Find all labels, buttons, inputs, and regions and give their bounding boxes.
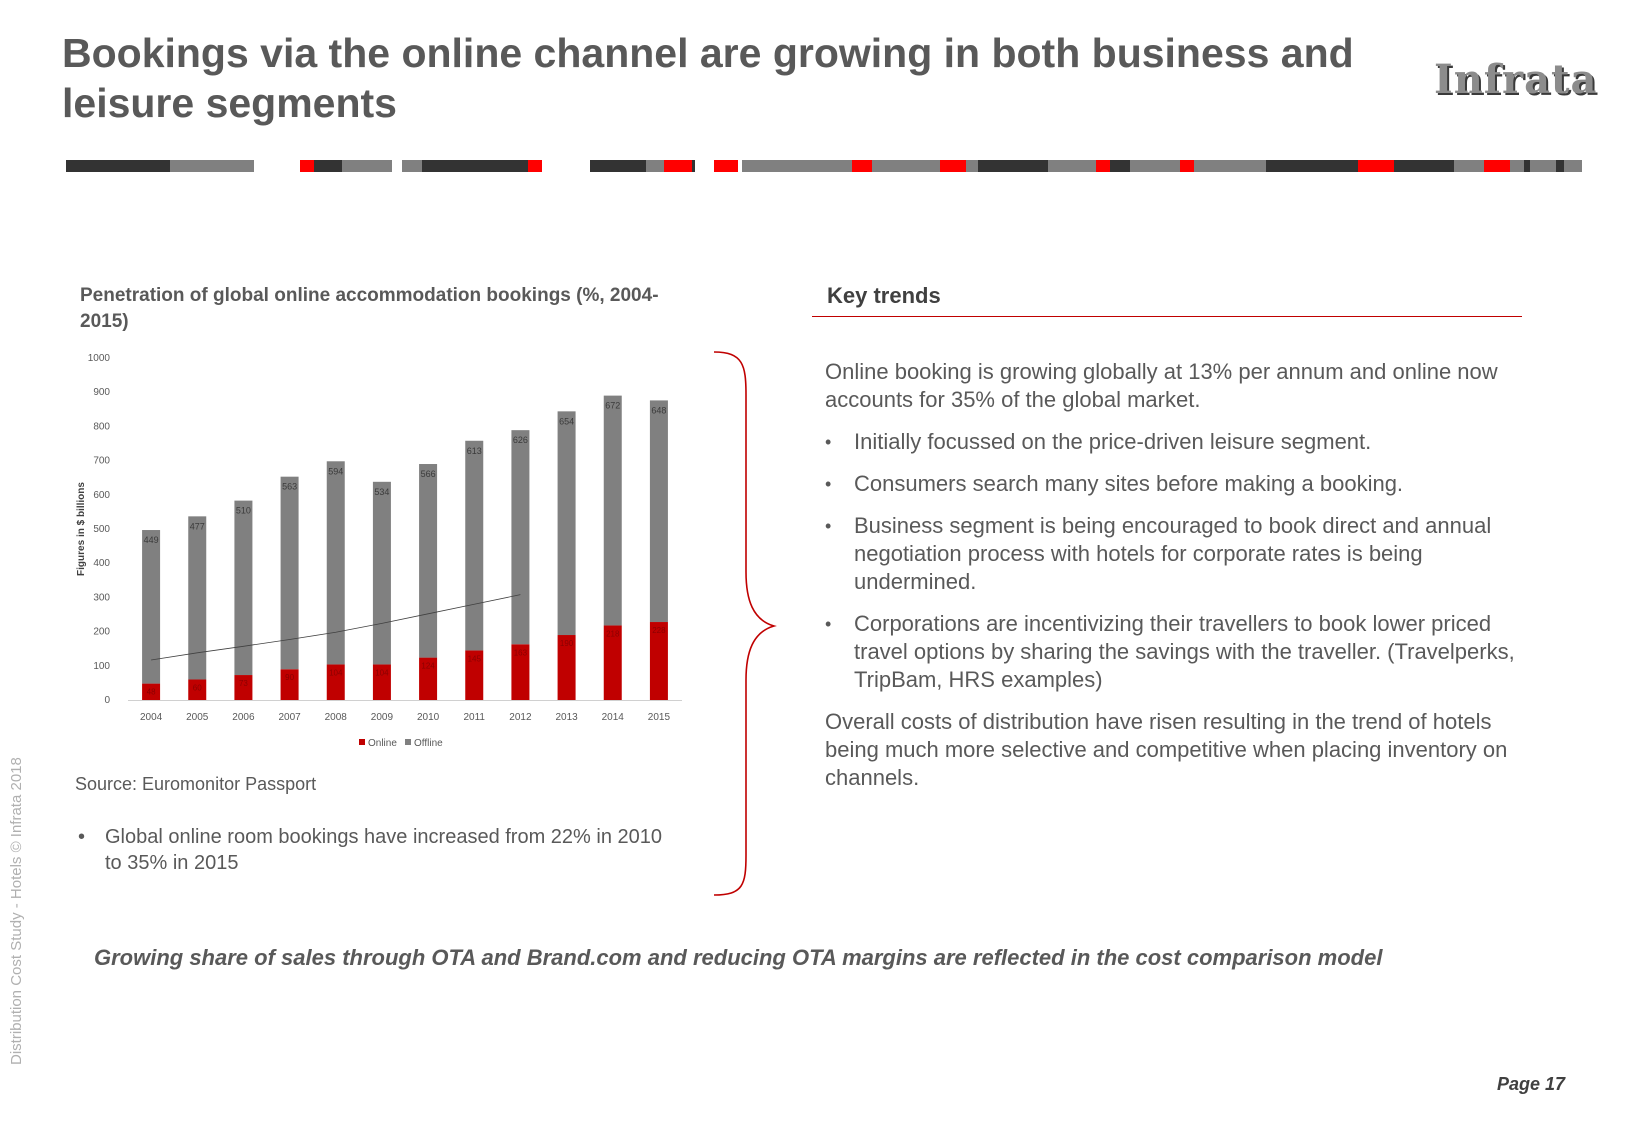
bar-online	[557, 635, 576, 700]
data-label-online: 104	[329, 668, 343, 677]
bar-offline	[649, 400, 668, 623]
y-tick-label: 800	[93, 421, 110, 432]
bar-offline	[419, 464, 438, 658]
y-tick-label: 400	[93, 558, 110, 569]
y-tick-label: 300	[93, 592, 110, 603]
data-label-online: 228	[652, 626, 666, 635]
bar-online	[188, 679, 207, 700]
bar-offline	[280, 476, 299, 670]
data-label-offline: 477	[190, 521, 205, 531]
y-tick-label: 200	[93, 627, 110, 638]
bar-offline	[326, 461, 345, 665]
x-tick-label: 2015	[648, 712, 671, 723]
key-trends-intro: Online booking is growing globally at 13…	[825, 359, 1498, 412]
bar-offline	[188, 516, 207, 680]
key-trends-outro: Overall costs of distribution have risen…	[825, 709, 1508, 790]
bar-online	[326, 664, 345, 700]
x-tick-label: 2012	[509, 712, 532, 723]
key-trends-heading: Key trends	[827, 283, 941, 308]
x-tick-label: 2010	[417, 712, 440, 723]
data-label-offline: 563	[282, 482, 297, 492]
y-tick-label: 1000	[88, 353, 111, 364]
bar-online	[649, 622, 668, 700]
bar-offline	[511, 430, 530, 645]
chart-title: Penetration of global online accommodati…	[80, 285, 659, 332]
x-tick-label: 2013	[555, 712, 578, 723]
chart-bullet: Global online room bookings have increas…	[78, 824, 678, 876]
data-label-online: 218	[606, 629, 620, 638]
key-trends-divider	[812, 316, 1522, 317]
data-label-offline: 566	[421, 469, 436, 479]
key-trends-list: Initially focussed on the price-driven l…	[825, 428, 1515, 694]
data-label-offline: 534	[374, 487, 389, 497]
list-item: Corporations are incentivizing their tra…	[825, 610, 1515, 694]
data-label-offline: 594	[328, 466, 343, 476]
stacked-bar-chart: 0 100 200 300 400 500 600 700 800 900 1000 Figures …	[76, 353, 682, 749]
bar-online	[372, 664, 391, 700]
y-tick-label: 600	[93, 490, 110, 501]
data-label-offline: 510	[236, 506, 251, 516]
legend-label-online: Online	[368, 738, 397, 749]
side-note: Distribution Cost Study - Hotels © Infra…	[8, 757, 25, 1065]
x-tick-label: 2009	[371, 712, 394, 723]
y-tick-label: 100	[93, 661, 110, 672]
data-label-offline: 613	[467, 446, 482, 456]
data-label-offline: 449	[144, 535, 159, 545]
decorative-stripe	[66, 160, 1582, 172]
data-label-online: 145	[468, 654, 482, 663]
bar-offline	[234, 500, 253, 676]
data-label-online: 104	[375, 668, 389, 677]
bar-offline	[465, 440, 484, 651]
x-tick-label: 2014	[602, 712, 625, 723]
data-label-online: 73	[239, 679, 248, 688]
y-tick-label: 0	[104, 695, 110, 706]
data-label-offline: 626	[513, 435, 528, 445]
list-item: Initially focussed on the price-driven l…	[825, 428, 1515, 456]
legend-swatch-online	[359, 739, 365, 745]
list-item: Business segment is being encouraged to …	[825, 512, 1515, 596]
bar-online	[419, 657, 438, 700]
x-tick-label: 2011	[463, 712, 485, 723]
data-label-offline: 672	[605, 401, 620, 411]
y-axis-label: Figures in $ billions	[76, 482, 87, 576]
source-note: Source: Euromonitor Passport	[75, 774, 317, 794]
data-label-online: 190	[560, 639, 574, 648]
x-tick-label: 2007	[278, 712, 301, 723]
data-label-online: 90	[285, 673, 294, 682]
bar-online	[234, 675, 253, 700]
data-label-offline: 648	[651, 405, 666, 415]
bar-online	[280, 669, 299, 700]
bar-offline	[142, 530, 161, 684]
page-number: Page 17	[1497, 1074, 1566, 1094]
list-item: Consumers search many sites before makin…	[825, 470, 1515, 498]
infrata-logo: Infrata	[1434, 56, 1598, 103]
trend-line	[151, 594, 521, 661]
bar-offline	[603, 395, 622, 626]
bar-online	[142, 683, 161, 700]
x-tick-label: 2008	[325, 712, 348, 723]
legend-label-offline: Offline	[414, 738, 443, 749]
y-tick-label: 500	[93, 524, 110, 535]
data-label-online: 60	[193, 683, 202, 692]
legend-swatch-offline	[405, 739, 411, 745]
bar-offline	[372, 481, 391, 665]
conclusion-text: Growing share of sales through OTA and B…	[94, 945, 1383, 970]
bar-online	[465, 650, 484, 700]
data-label-online: 124	[421, 662, 435, 671]
bar-online	[511, 644, 530, 700]
data-label-online: 163	[514, 648, 528, 657]
data-label-offline: 654	[559, 416, 574, 426]
right-brace	[713, 351, 777, 896]
y-tick-label: 900	[93, 387, 110, 398]
y-tick-label: 700	[93, 456, 110, 467]
x-tick-label: 2004	[140, 712, 163, 723]
x-tick-label: 2005	[186, 712, 209, 723]
bar-online	[603, 625, 622, 700]
data-label-online: 48	[147, 688, 156, 697]
bar-offline	[557, 411, 576, 636]
key-trends-body: Online booking is growing globally at 13…	[825, 358, 1515, 806]
page-title: Bookings via the online channel are grow…	[62, 30, 1354, 126]
x-tick-label: 2006	[232, 712, 255, 723]
